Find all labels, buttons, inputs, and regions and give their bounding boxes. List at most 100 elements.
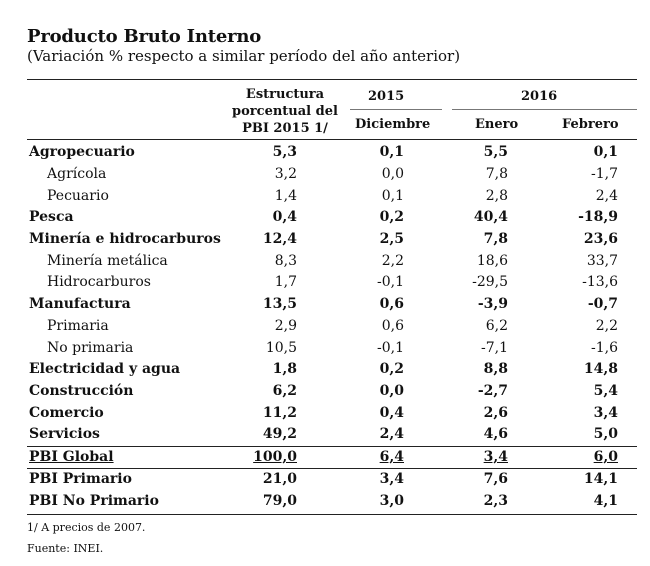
- table-row: Primaria 2,9 0,6 6,2 2,2: [0, 318, 650, 340]
- table-row: PBI Primario 21,0 3,4 7,6 14,1: [0, 471, 650, 493]
- table-title: Producto Bruto Interno: [27, 26, 262, 47]
- row-label: Minería metálica: [47, 253, 168, 269]
- top-rule: [27, 79, 637, 80]
- cell-dec-2015: 0,4: [379, 405, 404, 421]
- row-label: Primaria: [47, 318, 109, 334]
- cell-structure: 79,0: [262, 493, 297, 509]
- table-row: Minería metálica 8,3 2,2 18,6 33,7: [0, 253, 650, 275]
- cell-jan-2016: 18,6: [476, 253, 508, 269]
- cell-dec-2015: 0,0: [381, 166, 404, 182]
- table-row: Electricidad y agua 1,8 0,2 8,8 14,8: [0, 361, 650, 383]
- cell-jan-2016: -3,9: [477, 296, 508, 312]
- cell-feb-2016: 14,1: [583, 471, 618, 487]
- cell-feb-2016: -0,7: [587, 296, 618, 312]
- header-structure-line1: Estructura: [245, 87, 325, 102]
- row-label: No primaria: [47, 340, 134, 356]
- cell-dec-2015: 2,5: [379, 231, 404, 247]
- header-bottom-rule: [27, 139, 637, 140]
- header-month-jan: Enero: [475, 117, 519, 132]
- table-row: Construcción 6,2 0,0 -2,7 5,4: [0, 383, 650, 405]
- cell-structure: 1,4: [274, 188, 297, 204]
- cell-structure: 21,0: [262, 471, 297, 487]
- row-label: Hidrocarburos: [47, 274, 151, 290]
- cell-dec-2015: 2,2: [381, 253, 404, 269]
- cell-jan-2016: 7,6: [483, 471, 508, 487]
- cell-jan-2016: 7,8: [483, 231, 508, 247]
- cell-structure: 8,3: [274, 253, 297, 269]
- bottom-rule: [27, 514, 637, 515]
- cell-dec-2015: -0,1: [377, 274, 404, 290]
- cell-dec-2015: 3,4: [379, 471, 404, 487]
- row-label: Agropecuario: [29, 144, 135, 160]
- row-label: Pesca: [29, 209, 74, 225]
- source-note: Fuente: INEI.: [27, 542, 104, 555]
- header-structure: Estructura porcentual del PBI 2015 1/: [230, 86, 340, 137]
- cell-feb-2016: 3,4: [593, 405, 618, 421]
- cell-jan-2016: -29,5: [472, 274, 508, 290]
- cell-dec-2015: 0,1: [381, 188, 404, 204]
- row-label: PBI Global: [29, 449, 114, 465]
- cell-structure: 5,3: [272, 144, 297, 160]
- row-label: Manufactura: [29, 296, 131, 312]
- cell-jan-2016: 5,5: [483, 144, 508, 160]
- cell-feb-2016: 0,1: [593, 144, 618, 160]
- cell-dec-2015: 2,4: [379, 426, 404, 442]
- table-row: Agropecuario 5,3 0,1 5,5 0,1: [0, 144, 650, 166]
- rule-under-2016: [452, 109, 637, 110]
- cell-structure: 2,9: [274, 318, 297, 334]
- cell-feb-2016: -1,6: [591, 340, 618, 356]
- table-subtitle: (Variación % respecto a similar período …: [27, 47, 461, 65]
- cell-jan-2016: 3,4: [483, 449, 508, 465]
- header-month-dec: Diciembre: [355, 117, 431, 132]
- cell-structure: 11,2: [262, 405, 297, 421]
- cell-feb-2016: 2,2: [595, 318, 618, 334]
- cell-dec-2015: 0,6: [381, 318, 404, 334]
- header-year-2015: 2015: [368, 89, 405, 104]
- cell-feb-2016: 23,6: [583, 231, 618, 247]
- rule-under-2015: [350, 109, 442, 110]
- cell-feb-2016: 33,7: [586, 253, 618, 269]
- cell-structure: 0,4: [272, 209, 297, 225]
- header-structure-line3: PBI 2015 1/: [242, 121, 328, 136]
- cell-jan-2016: 2,8: [485, 188, 508, 204]
- cell-structure: 1,8: [272, 361, 297, 377]
- table-row: Pesca 0,4 0,2 40,4 -18,9: [0, 209, 650, 231]
- row-label: Minería e hidrocarburos: [29, 231, 221, 247]
- cell-feb-2016: 4,1: [593, 493, 618, 509]
- cell-feb-2016: -18,9: [578, 209, 618, 225]
- row-label: PBI Primario: [29, 471, 132, 487]
- cell-dec-2015: -0,1: [377, 340, 404, 356]
- cell-feb-2016: -1,7: [591, 166, 618, 182]
- cell-dec-2015: 0,2: [379, 209, 404, 225]
- cell-jan-2016: 2,3: [483, 493, 508, 509]
- cell-feb-2016: 5,4: [593, 383, 618, 399]
- cell-structure: 49,2: [262, 426, 297, 442]
- global-top-rule: [27, 446, 637, 447]
- cell-structure: 12,4: [262, 231, 297, 247]
- footnote: 1/ A precios de 2007.: [27, 521, 146, 534]
- table-row: PBI Global 100,0 6,4 3,4 6,0: [0, 449, 650, 471]
- cell-structure: 10,5: [265, 340, 297, 356]
- cell-structure: 100,0: [253, 449, 297, 465]
- row-label: Electricidad y agua: [29, 361, 181, 377]
- cell-jan-2016: 7,8: [485, 166, 508, 182]
- row-label: Servicios: [29, 426, 100, 442]
- cell-feb-2016: 6,0: [593, 449, 618, 465]
- table-row: Manufactura 13,5 0,6 -3,9 -0,7: [0, 296, 650, 318]
- row-label: Pecuario: [47, 188, 109, 204]
- cell-jan-2016: 40,4: [473, 209, 508, 225]
- cell-dec-2015: 0,0: [379, 383, 404, 399]
- table-row: Hidrocarburos 1,7 -0,1 -29,5 -13,6: [0, 274, 650, 296]
- cell-structure: 3,2: [274, 166, 297, 182]
- cell-structure: 1,7: [274, 274, 297, 290]
- table-row: Servicios 49,2 2,4 4,6 5,0: [0, 426, 650, 448]
- cell-dec-2015: 0,2: [379, 361, 404, 377]
- table-row: PBI No Primario 79,0 3,0 2,3 4,1: [0, 493, 650, 515]
- cell-feb-2016: 14,8: [583, 361, 618, 377]
- table-row: No primaria 10,5 -0,1 -7,1 -1,6: [0, 340, 650, 362]
- header-year-2016: 2016: [521, 89, 558, 104]
- cell-feb-2016: 2,4: [595, 188, 618, 204]
- cell-structure: 13,5: [262, 296, 297, 312]
- row-label: Agrícola: [47, 166, 107, 182]
- row-label: Comercio: [29, 405, 104, 421]
